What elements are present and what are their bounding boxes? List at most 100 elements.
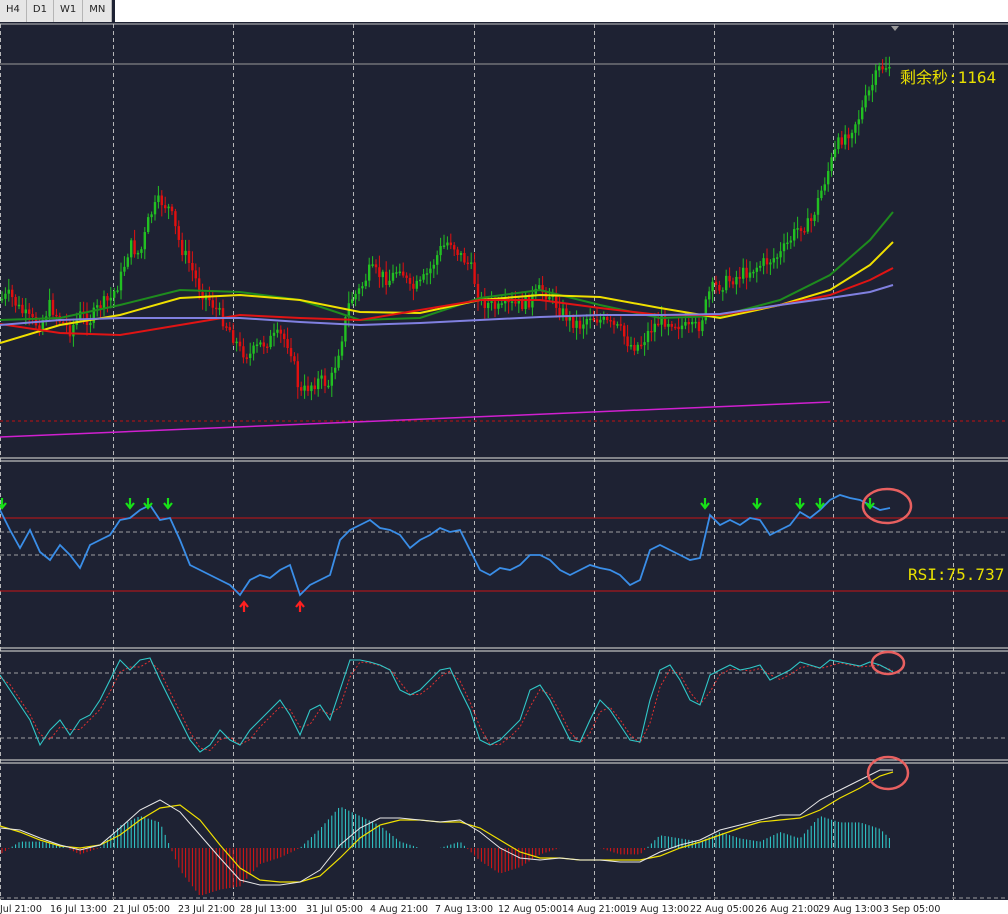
- candle-body: [0, 298, 4, 301]
- chart-background: [0, 22, 1008, 914]
- candle-body: [867, 90, 871, 96]
- candle-body: [211, 300, 214, 308]
- candle-body: [565, 308, 568, 321]
- candle-body: [72, 324, 75, 337]
- candle-body: [252, 345, 255, 354]
- candle-body: [286, 339, 289, 349]
- candle-body: [888, 66, 891, 69]
- candle-body: [31, 313, 34, 317]
- candle-body: [589, 318, 592, 321]
- candle-body: [126, 257, 129, 267]
- candle-body: [119, 271, 123, 291]
- candle-body: [626, 336, 629, 347]
- x-axis-tick-label: 29 Aug 13:00: [818, 904, 882, 914]
- candle-body: [616, 324, 619, 326]
- candle-body: [238, 341, 242, 347]
- candle-body: [201, 292, 204, 300]
- candle-body: [575, 320, 578, 328]
- tab-mn[interactable]: MN: [83, 0, 113, 22]
- candle-body: [337, 355, 340, 368]
- candle-body: [874, 70, 877, 85]
- candle-body: [572, 316, 575, 328]
- down-arrow-icon: [700, 498, 710, 510]
- candle-body: [806, 218, 809, 232]
- moving-average-line: [0, 284, 894, 327]
- candle-body: [48, 299, 51, 317]
- candle-body: [123, 266, 126, 272]
- candle-body: [793, 229, 796, 241]
- candle-body: [548, 297, 551, 300]
- candle-body: [293, 356, 296, 362]
- candle-body: [422, 274, 425, 280]
- candle-body: [113, 291, 116, 298]
- candle-body: [425, 273, 429, 275]
- candle-body: [813, 214, 816, 221]
- candle-body: [191, 262, 194, 271]
- timeframe-tabs: H4 D1 W1 MN: [0, 0, 113, 23]
- candle-body: [820, 190, 823, 199]
- candle-body: [14, 297, 17, 306]
- candle-body: [218, 308, 221, 310]
- candle-body: [789, 240, 792, 243]
- highlight-circle: [866, 755, 910, 791]
- tab-w1[interactable]: W1: [54, 0, 84, 22]
- candle-body: [646, 330, 650, 343]
- candle-body: [762, 258, 765, 266]
- candle-body: [21, 304, 24, 314]
- candle-body: [153, 202, 157, 215]
- chart-canvas[interactable]: Jul 21:00 16 Jul 13:00 21 Jul 05:00 23 Jul …: [0, 22, 1008, 914]
- candle-body: [177, 226, 180, 240]
- candle-body: [184, 250, 187, 256]
- candle-body: [697, 321, 701, 332]
- down-arrow-icon: [143, 498, 153, 510]
- candle-body: [857, 119, 860, 125]
- candle-body: [41, 320, 44, 332]
- candle-body: [242, 346, 245, 358]
- candle-body: [279, 329, 282, 334]
- candle-body: [861, 107, 864, 120]
- candle-body: [704, 299, 707, 321]
- up-arrow-icon: [295, 600, 305, 612]
- candle-body: [160, 195, 163, 206]
- x-axis-tick-label: 28 Jul 13:00: [240, 904, 297, 914]
- x-axis-tick-label: 23 Jul 21:00: [178, 904, 235, 914]
- candle-body: [24, 309, 27, 314]
- candle-body: [568, 316, 571, 321]
- candle-body: [816, 198, 820, 215]
- candle-body: [96, 305, 99, 308]
- candle-body: [170, 206, 174, 212]
- candle-body: [215, 307, 218, 310]
- candle-body: [130, 240, 133, 258]
- candle-body: [555, 294, 558, 308]
- candle-body: [776, 257, 779, 259]
- candle-body: [769, 262, 772, 265]
- candle-body: [497, 303, 500, 309]
- candle-body: [500, 303, 503, 305]
- candle-body: [391, 272, 395, 281]
- candle-body: [456, 249, 459, 255]
- down-arrow-icon: [865, 498, 875, 510]
- candle-body: [854, 124, 857, 133]
- candle-body: [235, 341, 238, 344]
- candle-body: [510, 301, 514, 303]
- candle-body: [612, 320, 616, 325]
- candle-body: [517, 299, 520, 304]
- candle-body: [249, 353, 252, 359]
- candle-body: [38, 325, 41, 332]
- candle-body: [473, 262, 476, 284]
- tab-d1[interactable]: D1: [27, 0, 54, 22]
- candle-body: [640, 344, 643, 347]
- candle-body: [881, 66, 884, 70]
- candle-body: [7, 289, 10, 294]
- candle-body: [187, 250, 191, 263]
- candle-body: [446, 242, 449, 246]
- candle-body: [606, 316, 609, 320]
- candle-body: [415, 280, 418, 289]
- candle-body: [351, 299, 354, 304]
- x-axis-tick-label: 12 Aug 05:00: [498, 904, 562, 914]
- candle-body: [378, 267, 381, 278]
- candle-body: [408, 277, 412, 284]
- rsi-value-label: RSI:75.737: [908, 565, 1005, 584]
- tab-h4[interactable]: H4: [0, 0, 27, 22]
- candle-body: [677, 326, 680, 330]
